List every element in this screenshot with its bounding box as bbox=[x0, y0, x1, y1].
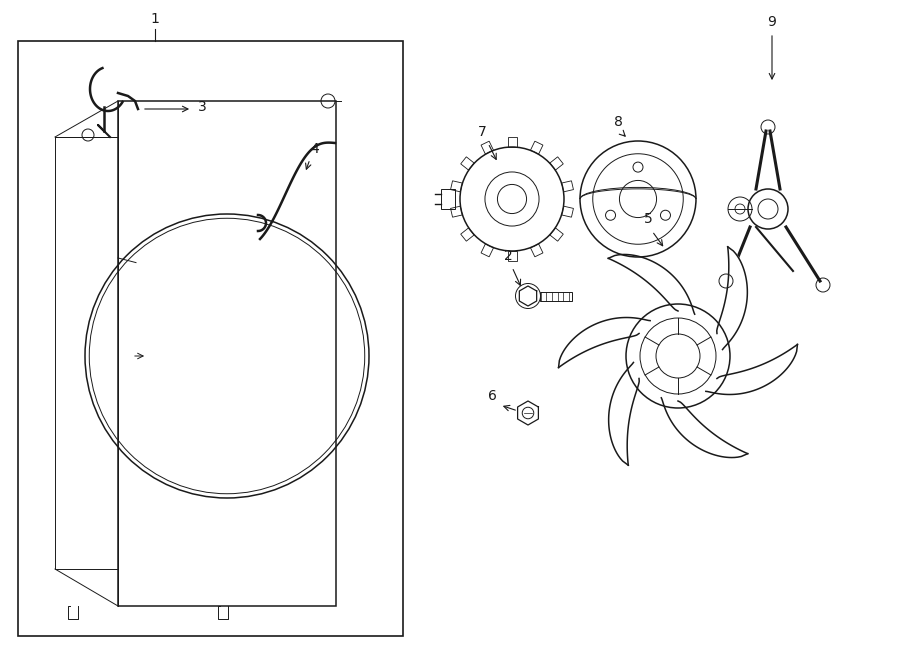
Text: 3: 3 bbox=[198, 100, 207, 114]
Circle shape bbox=[522, 407, 534, 419]
Polygon shape bbox=[518, 401, 538, 425]
Bar bbox=[540, 292, 572, 301]
Polygon shape bbox=[716, 247, 747, 350]
Text: 8: 8 bbox=[614, 115, 623, 129]
Text: 5: 5 bbox=[644, 212, 652, 226]
Polygon shape bbox=[662, 398, 748, 457]
Text: 2: 2 bbox=[504, 249, 512, 263]
Bar bbox=[55, 137, 118, 569]
Bar bbox=[118, 101, 336, 606]
Bar bbox=[441, 189, 455, 209]
Text: 7: 7 bbox=[478, 125, 486, 139]
Polygon shape bbox=[519, 286, 536, 306]
Text: 6: 6 bbox=[488, 389, 497, 403]
Text: 9: 9 bbox=[768, 15, 777, 29]
Text: 1: 1 bbox=[150, 12, 159, 26]
Text: 4: 4 bbox=[310, 142, 320, 156]
Polygon shape bbox=[608, 362, 639, 465]
Polygon shape bbox=[608, 254, 695, 314]
Polygon shape bbox=[559, 317, 650, 368]
Bar bbox=[18, 41, 403, 636]
Polygon shape bbox=[706, 344, 797, 395]
